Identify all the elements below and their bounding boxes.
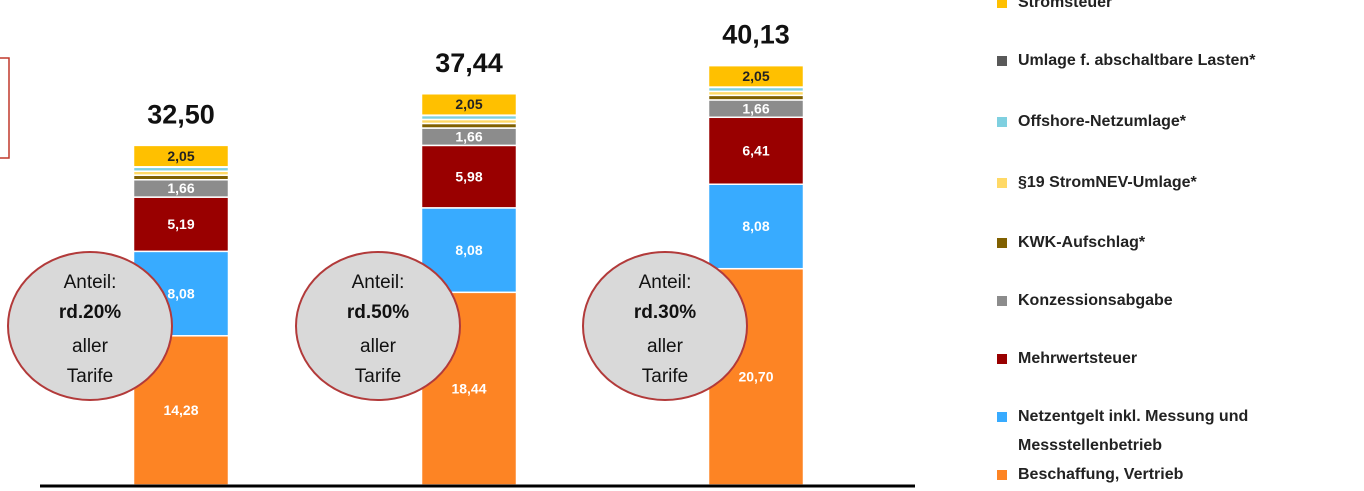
- legend-item: Netzentgelt inkl. Messung und Messstelle…: [997, 402, 1359, 460]
- segment-label: 8,08: [167, 285, 194, 301]
- annotation-text: Tarife: [355, 366, 401, 387]
- legend-swatch: [997, 412, 1007, 422]
- segment-label: 8,08: [455, 242, 482, 258]
- bar-segment: [707, 86, 805, 93]
- annotation-text: rd.30%: [634, 302, 696, 323]
- annotation-bubble: [582, 251, 748, 401]
- side-box: [0, 57, 10, 159]
- bar-segment: [132, 166, 230, 172]
- bar-segment: [707, 64, 805, 88]
- bar-segment: [132, 144, 230, 168]
- annotation-text: aller: [647, 336, 684, 357]
- annotation-text: Tarife: [642, 366, 688, 387]
- annotation-text: Anteil:: [64, 272, 117, 293]
- bar-segment: [132, 196, 230, 253]
- legend-item: Mehrwertsteuer: [997, 344, 1359, 373]
- annotation-text: aller: [360, 336, 397, 357]
- segment-label: 2,05: [742, 68, 769, 84]
- legend-swatch: [997, 470, 1007, 480]
- legend-item: Beschaffung, Vertrieb: [997, 464, 1359, 486]
- segment-label: 6,41: [742, 142, 769, 158]
- annotation-text: aller: [72, 336, 109, 357]
- bar-segment: [707, 183, 805, 270]
- legend-item: Umlage f. abschaltbare Lasten*: [997, 46, 1359, 75]
- segment-label: 1,66: [742, 100, 769, 116]
- legend-label: Stromsteuer: [1018, 0, 1113, 11]
- bar-segment: [707, 116, 805, 185]
- legend-label: Umlage f. abschaltbare Lasten*: [1018, 52, 1256, 69]
- segment-label: 14,28: [163, 402, 198, 418]
- annotation-bubble: [7, 251, 173, 401]
- legend-swatch: [997, 238, 1007, 248]
- total-label: 40,13: [722, 20, 790, 50]
- legend-label: Beschaffung, Vertrieb: [1018, 466, 1184, 483]
- segment-label: 5,19: [167, 216, 194, 232]
- legend-swatch: [997, 178, 1007, 188]
- legend-item: Stromsteuer: [997, 0, 1359, 17]
- annotation-bubble: [295, 251, 461, 401]
- legend-label: Mehrwertsteuer: [1018, 350, 1138, 367]
- legend-swatch: [997, 296, 1007, 306]
- segment-label: 1,66: [455, 128, 482, 144]
- annotation-text: Anteil:: [639, 272, 692, 293]
- segment-label: 20,70: [738, 369, 773, 385]
- annotation-text: rd.20%: [59, 302, 121, 323]
- annotation-text: Tarife: [67, 366, 113, 387]
- segment-label: 2,05: [167, 148, 194, 164]
- total-label: 32,50: [147, 99, 215, 129]
- legend-label: KWK-Aufschlag*: [1018, 234, 1146, 251]
- annotations: Anteil: rd.20% aller Tarife Anteil: rd.50% all…: [7, 251, 748, 401]
- annotation-text: Anteil:: [352, 272, 405, 293]
- segment-label: 18,44: [451, 380, 486, 396]
- legend-label: Offshore-Netzumlage*: [1018, 113, 1187, 130]
- segment-label: 1,66: [167, 180, 194, 196]
- legend-label: §19 StromNEV-Umlage*: [1018, 174, 1197, 191]
- legend-item: Konzessionsabgabe: [997, 286, 1359, 315]
- segment-label: 5,98: [455, 168, 482, 184]
- legend-swatch: [997, 117, 1007, 127]
- bars: 14,28 8,08 5,19 1,66 2,05 32,50 18,44 8,08 5,98 1…: [132, 20, 805, 486]
- legend-item: Offshore-Netzumlage*: [997, 107, 1359, 136]
- legend-swatch: [997, 354, 1007, 364]
- legend-label: Konzessionsabgabe: [1018, 292, 1173, 309]
- legend-label: Netzentgelt inkl. Messung und Messstelle…: [1018, 408, 1249, 454]
- segment-label: 8,08: [742, 218, 769, 234]
- legend-item: KWK-Aufschlag*: [997, 228, 1359, 257]
- bar-segment: [420, 93, 518, 116]
- annotation-text: rd.50%: [347, 302, 409, 323]
- total-label: 37,44: [435, 48, 503, 78]
- legend-swatch: [997, 56, 1007, 66]
- bar-segment: [420, 144, 518, 209]
- legend-item: §19 StromNEV-Umlage*: [997, 168, 1359, 197]
- segment-label: 2,05: [455, 96, 482, 112]
- legend-swatch: [997, 0, 1007, 8]
- bar-segment: [420, 114, 518, 121]
